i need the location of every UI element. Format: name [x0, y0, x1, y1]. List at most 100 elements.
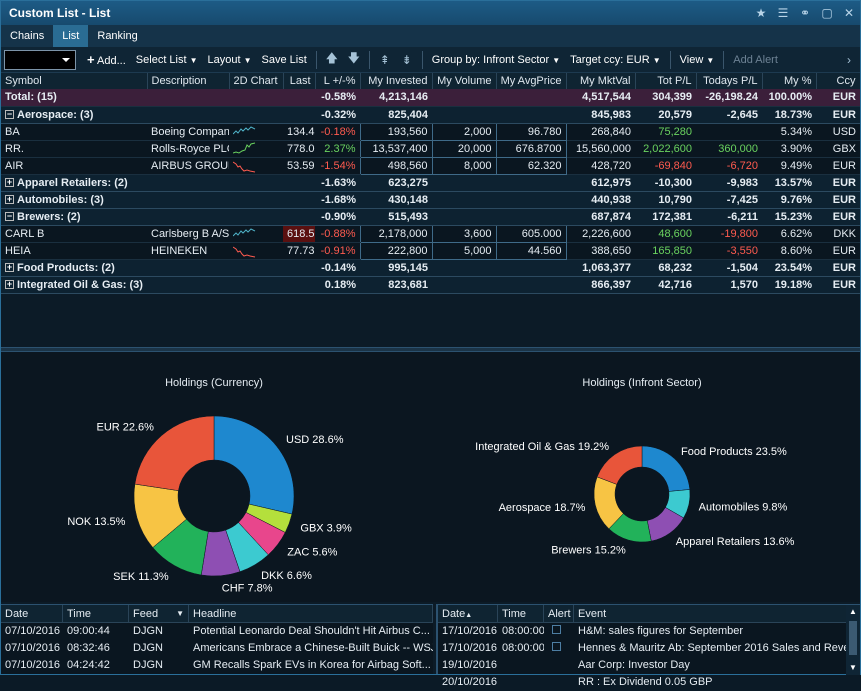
cell-avg[interactable]: 605.000 — [495, 224, 567, 243]
cell-symbol[interactable]: + Automobiles: (3) — [1, 191, 147, 209]
events-col-time[interactable]: Time — [498, 605, 544, 622]
news-col-date[interactable]: Date — [1, 605, 63, 622]
col-header-todays-pl[interactable]: Todays P/L — [696, 73, 763, 89]
news-row[interactable]: 07/10/2016 09:00:44 DJGN Potential Leonardo… — [1, 623, 433, 640]
col-header-last[interactable]: Last — [283, 73, 316, 89]
star-icon[interactable]: ★ — [755, 6, 767, 20]
toolbar-overflow-icon[interactable]: › — [847, 52, 851, 67]
expand-icon[interactable]: + — [5, 194, 14, 205]
alert-checkbox[interactable] — [552, 642, 561, 651]
scroll-down-icon[interactable]: ▼ — [849, 663, 857, 672]
collapse-icon[interactable]: − — [5, 211, 14, 222]
event-row[interactable]: 17/10/2016 08:00:00 Hennes & Mauritz Ab: S… — [438, 640, 860, 657]
panel-splitter[interactable] — [1, 347, 860, 352]
total-row[interactable]: Total: (15) -0.58% 4,213,146 4,517,544 304,3… — [1, 89, 860, 107]
col-header-tot-pl[interactable]: Tot P/L — [635, 73, 697, 89]
group-row[interactable]: − Aerospace: (3) -0.32% 825,404 845,983 20,57… — [1, 106, 860, 124]
cell-invested[interactable]: 193,560 — [359, 122, 433, 141]
expand-all-icon[interactable]: ⇞ — [379, 52, 390, 67]
col-header-change-pct[interactable]: L +/-% — [315, 73, 361, 89]
move-down-icon[interactable]: 🡇 — [347, 51, 360, 65]
news-col-time[interactable]: Time — [63, 605, 129, 622]
expand-icon[interactable]: + — [5, 177, 14, 188]
scroll-thumb[interactable] — [849, 621, 857, 655]
menu-icon[interactable]: ☰ — [777, 6, 789, 20]
col-header-description[interactable]: Description — [147, 73, 230, 89]
cell-volume[interactable]: 8,000 — [431, 156, 497, 175]
col-header-my-invested[interactable]: My Invested — [360, 73, 433, 89]
cell-invested[interactable]: 13,537,400 — [359, 139, 433, 158]
collapse-icon[interactable]: − — [5, 109, 14, 120]
expand-icon[interactable]: + — [5, 279, 14, 290]
news-row[interactable]: 07/10/2016 04:24:42 DJGN GM Recalls Spark E… — [1, 657, 433, 674]
target-ccy-menu[interactable]: Target ccy: EUR ▼ — [570, 53, 661, 66]
save-list-button[interactable]: Save List — [261, 53, 307, 66]
list-selector-dropdown[interactable] — [4, 49, 76, 70]
cell-symbol[interactable]: + Food Products: (2) — [1, 259, 147, 277]
cell-invested[interactable]: 222,800 — [359, 241, 433, 260]
news-col-headline[interactable]: Headline — [189, 605, 433, 622]
tab-chains[interactable]: Chains — [10, 30, 45, 42]
group-row[interactable]: + Integrated Oil & Gas: (3) 0.18% 823,681 86… — [1, 276, 860, 294]
event-row[interactable]: 19/10/2016 Aar Corp: Investor Day — [438, 657, 860, 674]
alert-checkbox[interactable] — [552, 625, 561, 634]
add-alert-button[interactable]: Add Alert — [733, 53, 778, 66]
cell-symbol[interactable]: + Apparel Retailers: (2) — [1, 174, 147, 192]
col-header-my-mktval[interactable]: My MktVal — [566, 73, 636, 89]
select-list-menu[interactable]: Select List ▼ — [135, 53, 198, 66]
donut-slice-usd[interactable] — [213, 415, 295, 515]
events-scrollbar[interactable]: ▲ ▼ — [846, 605, 860, 675]
donut-slice-eur[interactable] — [134, 415, 215, 491]
chevron-down-icon[interactable]: ▼ — [176, 609, 184, 618]
cell-invested[interactable]: 2,178,000 — [359, 224, 433, 243]
col-header-ccy[interactable]: Ccy — [816, 73, 860, 89]
group-row[interactable]: − Brewers: (2) -0.90% 515,493 687,874 172,381… — [1, 208, 860, 226]
cell-avg[interactable]: 96.780 — [495, 122, 567, 141]
cell-symbol[interactable]: − Brewers: (2) — [1, 208, 147, 226]
events-col-event[interactable]: Event — [574, 605, 860, 622]
col-header-2d-chart[interactable]: 2D Chart — [229, 73, 284, 89]
link-icon[interactable]: ⚭ — [799, 6, 811, 20]
cell-symbol[interactable]: − Aerospace: (3) — [1, 106, 147, 124]
cell-volume[interactable]: 2,000 — [431, 122, 497, 141]
cell-invested[interactable]: 498,560 — [359, 156, 433, 175]
maximize-icon[interactable]: ▢ — [821, 6, 833, 20]
cell-avg[interactable]: 44.560 — [495, 241, 567, 260]
col-header-my-volume[interactable]: My Volume — [432, 73, 497, 89]
col-header-symbol[interactable]: Symbol — [1, 73, 148, 89]
group-row[interactable]: + Automobiles: (3) -1.68% 430,148 440,938 10,… — [1, 191, 860, 209]
layout-menu[interactable]: Layout ▼ — [207, 53, 252, 66]
add-button[interactable]: + Add... — [87, 52, 126, 67]
table-row[interactable]: AIR AIRBUS GROUP 53.59 -1.54% 498,560 8,000 62… — [1, 156, 860, 175]
col-header-my-avgprice[interactable]: My AvgPrice — [496, 73, 567, 89]
table-row[interactable]: RR.Rolls-Royce PLC778.002.37%13,537,4002… — [1, 139, 860, 158]
donut-slice-integrated-oil-gas[interactable] — [596, 445, 643, 485]
table-row[interactable]: HEIA HEINEKEN 77.73 -0.91% 222,800 5,000 44.56… — [1, 241, 860, 260]
cell-volume[interactable]: 5,000 — [431, 241, 497, 260]
col-header-my-pct[interactable]: My % — [762, 73, 817, 89]
group-row[interactable]: + Food Products: (2) -0.14% 995,145 1,063,37… — [1, 259, 860, 277]
cell-volume[interactable]: 3,600 — [431, 224, 497, 243]
news-col-feed[interactable]: Feed ▼ — [129, 605, 189, 622]
events-col-date[interactable]: Date▲ — [438, 605, 498, 622]
collapse-all-icon[interactable]: ⇟ — [401, 52, 412, 67]
cell-symbol[interactable]: + Integrated Oil & Gas: (3) — [1, 276, 147, 294]
scroll-up-icon[interactable]: ▲ — [849, 607, 857, 616]
tab-list[interactable]: List — [53, 25, 89, 47]
expand-icon[interactable]: + — [5, 262, 14, 273]
cell-avg[interactable]: 676.8700 — [495, 139, 567, 158]
events-col-alert[interactable]: Alert — [544, 605, 574, 622]
news-row[interactable]: 07/10/2016 08:32:46 DJGN Americans Embrace … — [1, 640, 433, 657]
cell-volume[interactable]: 20,000 — [431, 139, 497, 158]
move-up-icon[interactable]: 🡅 — [325, 51, 338, 65]
view-menu[interactable]: View ▼ — [679, 53, 715, 66]
event-row[interactable]: 17/10/2016 08:00:00 H&M: sales figures for… — [438, 623, 860, 640]
event-row[interactable]: 20/10/2016 RR : Ex Dividend 0.05 GBP — [438, 674, 860, 691]
cell-avg[interactable]: 62.320 — [495, 156, 567, 175]
tab-ranking[interactable]: Ranking — [97, 30, 138, 42]
close-icon[interactable]: ✕ — [843, 6, 855, 20]
group-by-menu[interactable]: Group by: Infront Sector ▼ — [431, 53, 561, 66]
group-row[interactable]: + Apparel Retailers: (2) -1.63% 623,275 612,… — [1, 174, 860, 192]
